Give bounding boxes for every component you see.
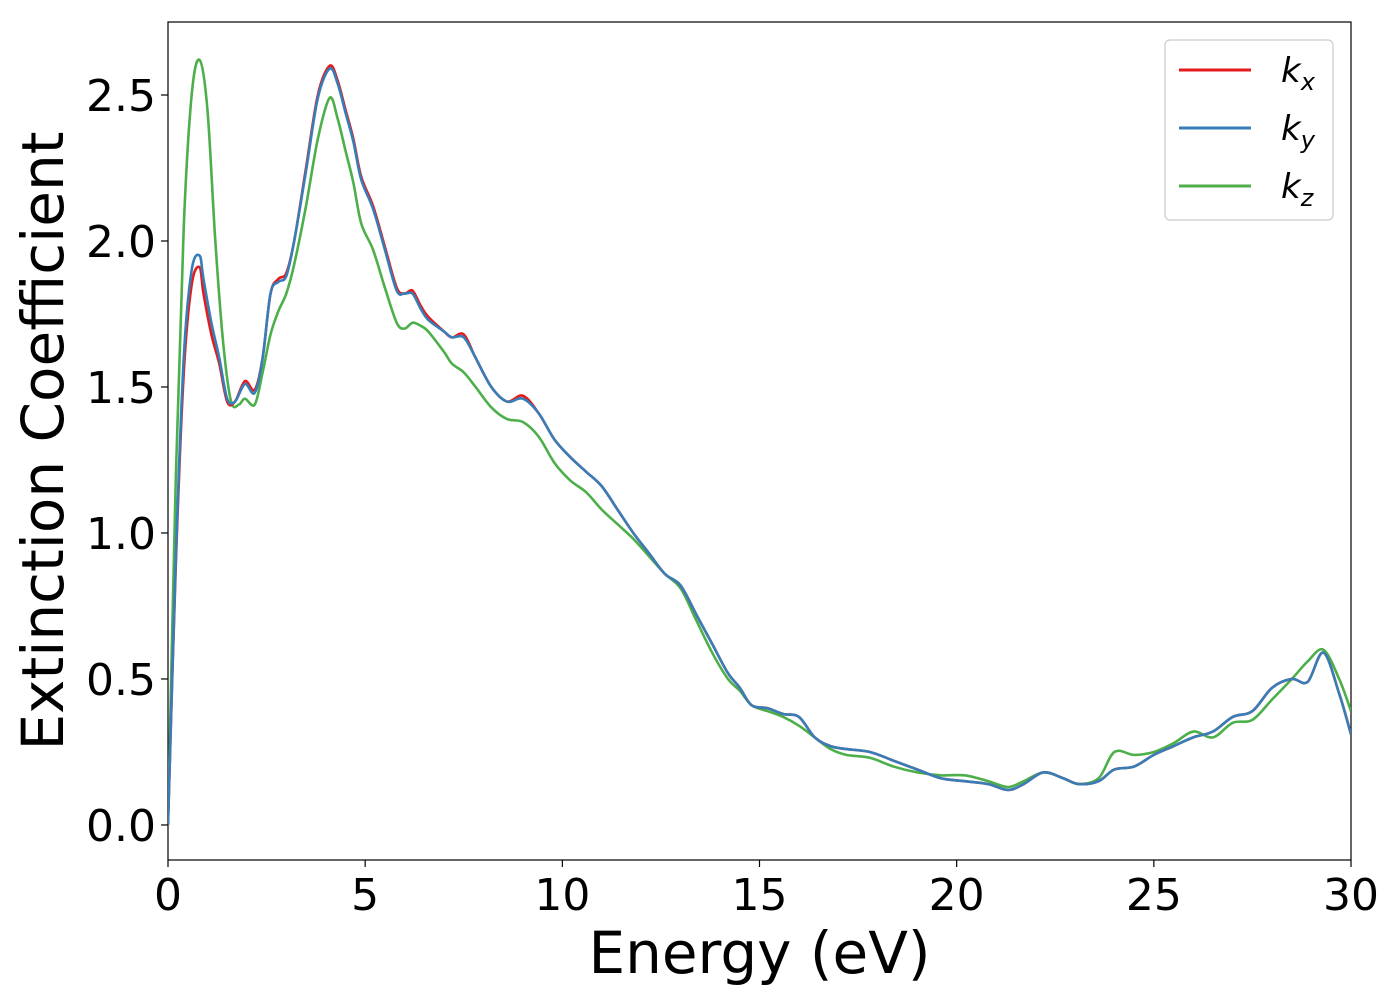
y-tick-label: 0.0 <box>86 801 156 852</box>
y-tick-label: 1.5 <box>86 363 156 414</box>
y-tick-label: 2.0 <box>86 217 156 268</box>
y-tick-label: 2.5 <box>86 71 156 122</box>
legend-box <box>1164 39 1334 221</box>
x-tick-label: 0 <box>154 870 182 921</box>
series-lines <box>168 58 1351 825</box>
x-tick-label: 25 <box>1126 870 1182 921</box>
series-line-y <box>168 67 1351 825</box>
y-tick-label: 0.5 <box>86 655 156 706</box>
y-axis-label: Extinction Coefficient <box>9 132 77 751</box>
x-tick-label: 20 <box>929 870 985 921</box>
y-axis-ticks: 0.0 0.5 1.0 1.5 2.0 2.5 <box>86 71 168 852</box>
x-tick-label: 5 <box>351 870 379 921</box>
x-axis-ticks: 0 5 10 15 20 25 30 <box>154 860 1379 921</box>
x-axis-label: Energy (eV) <box>588 919 930 987</box>
x-tick-label: 10 <box>534 870 590 921</box>
plot-frame <box>167 21 1352 861</box>
y-tick-label: 1.0 <box>86 509 156 560</box>
plot-area <box>167 21 1352 861</box>
x-tick-label: 15 <box>732 870 788 921</box>
x-tick-label: 30 <box>1323 870 1379 921</box>
